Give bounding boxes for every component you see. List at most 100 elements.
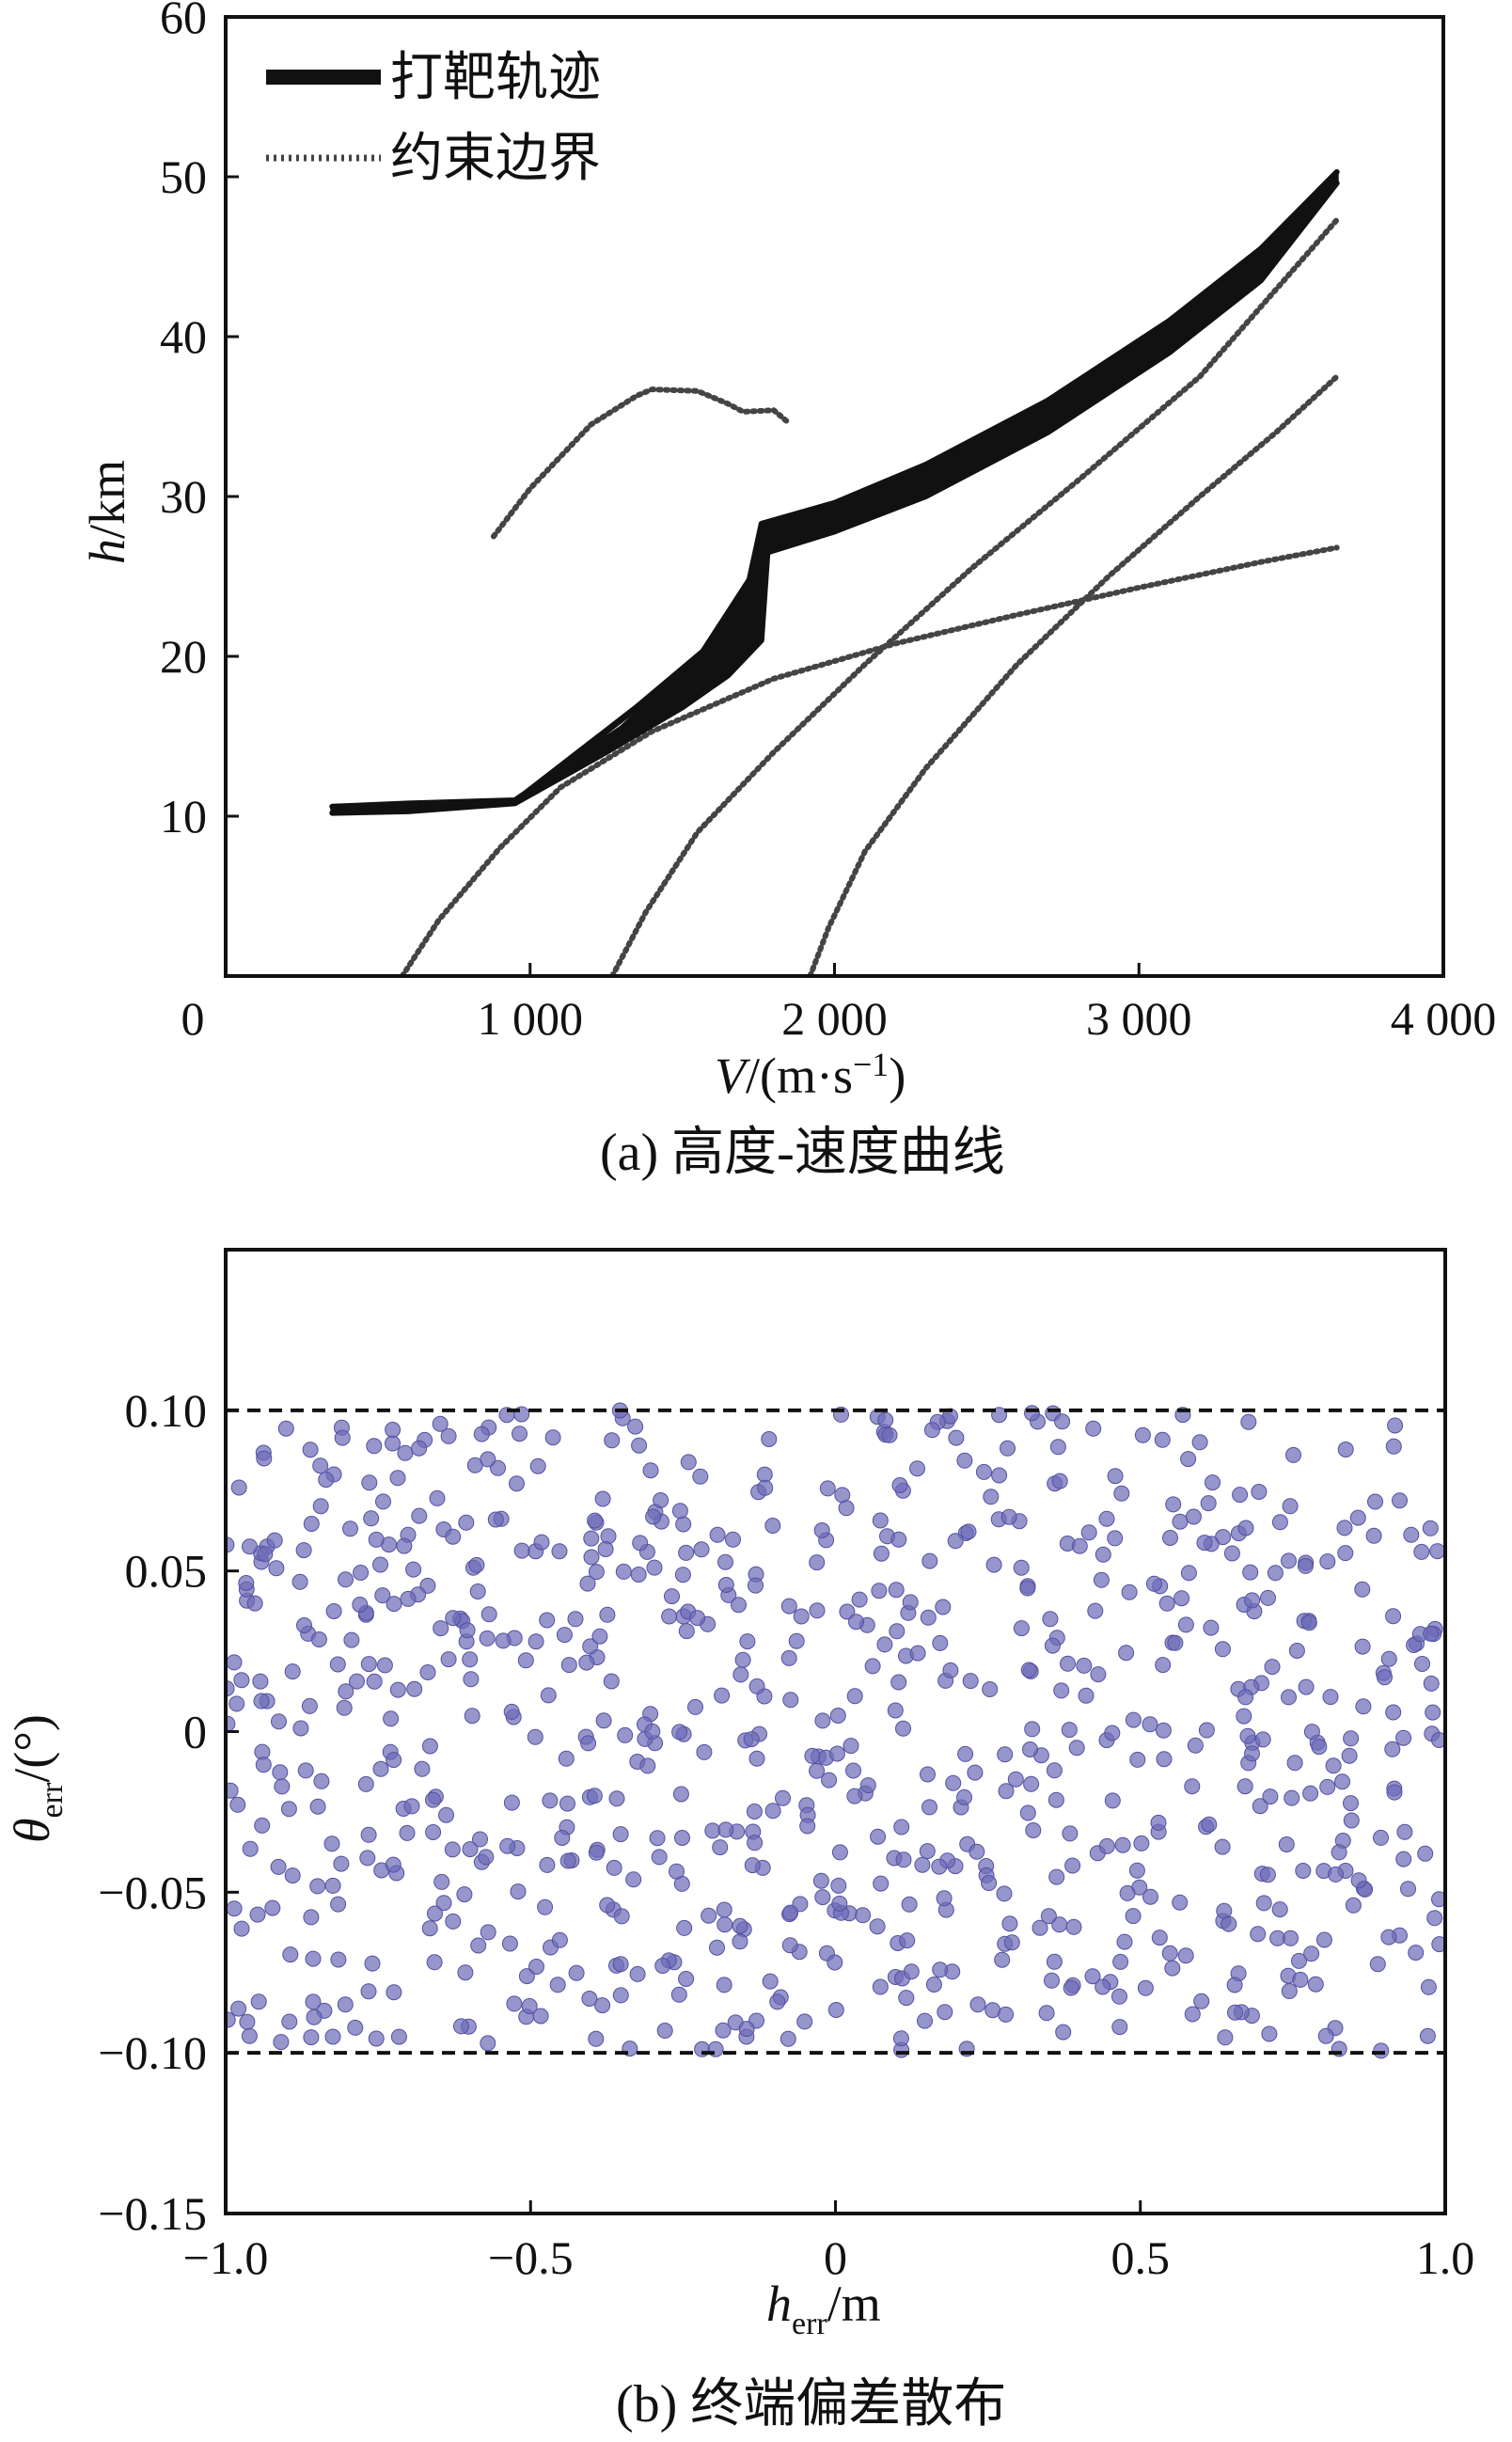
scatter-point: [588, 2030, 605, 2047]
scatter-point: [617, 1726, 634, 1743]
scatter-point: [923, 1422, 940, 1439]
scatter-point: [629, 1965, 646, 1982]
scatter-point: [255, 1757, 272, 1773]
scatter-point: [1278, 1836, 1295, 1852]
scatter-point: [301, 1697, 318, 1714]
scatter-point: [1114, 1836, 1131, 1853]
scatter-point: [559, 1795, 575, 1812]
scatter-point: [313, 1772, 330, 1789]
scatter-point: [935, 1599, 952, 1615]
scatter-point: [645, 1508, 662, 1525]
scatter-point: [1061, 1722, 1078, 1739]
y-tick-label: 40: [160, 310, 207, 363]
scatter-point: [846, 1788, 863, 1804]
scatter-point: [1221, 1915, 1237, 1932]
scatter-point: [1413, 1543, 1430, 1560]
scatter-point: [1226, 1977, 1243, 1993]
y-tick-label: 60: [160, 0, 207, 43]
scatter-point: [509, 1475, 525, 1492]
scatter-point: [748, 1577, 764, 1594]
scatter-point: [890, 1531, 907, 1548]
scatter-point: [1125, 1711, 1142, 1728]
scatter-point: [942, 1662, 959, 1678]
scatter-point: [521, 1998, 538, 2014]
scatter-point: [1285, 1446, 1301, 1463]
scatter-point: [615, 1563, 632, 1580]
scatter-point: [895, 1851, 912, 1868]
scatter-point: [292, 1720, 309, 1737]
scatter-point: [631, 1437, 648, 1454]
scatter-point: [1239, 1727, 1256, 1744]
scatter-point: [1369, 1956, 1386, 1973]
trajectory-lower-edge: [329, 180, 1340, 816]
scatter-point: [372, 1760, 389, 1777]
scatter-point: [528, 1959, 544, 1975]
scatter-point: [330, 1951, 347, 1968]
scatter-point: [386, 1596, 402, 1613]
scatter-point: [769, 1993, 786, 2010]
scatter-point: [873, 1545, 890, 1562]
scatter-point: [1244, 1592, 1261, 1609]
scatter-point: [982, 1681, 999, 1697]
scatter-point: [846, 1688, 863, 1705]
scatter-point: [1343, 1795, 1359, 1812]
scatter-point: [887, 1702, 904, 1719]
scatter-point: [1315, 1931, 1332, 1948]
scatter-point: [891, 1477, 908, 1493]
scatter-point: [368, 1531, 385, 1548]
scatter-point: [271, 1713, 287, 1730]
scatter-point: [1098, 1837, 1115, 1854]
scatter-point: [1111, 2019, 1128, 2036]
scatter-point: [544, 1429, 561, 1446]
scatter-point: [1205, 1474, 1221, 1491]
scatter-point: [1325, 1757, 1342, 1774]
scatter-point: [1236, 1778, 1253, 1795]
scatter-point: [1240, 1413, 1257, 1430]
scatter-point: [597, 1541, 614, 1557]
scatter-point: [881, 1426, 898, 1443]
scatter-point: [333, 1855, 350, 1872]
scatter-point: [664, 1588, 680, 1605]
scatter-point: [693, 1541, 710, 1558]
scatter-point: [1414, 1656, 1430, 1672]
scatter-point: [480, 2035, 496, 2052]
scatter-point: [975, 1463, 992, 1480]
scatter-point: [1112, 1953, 1129, 1970]
scatter-point: [472, 1831, 488, 1848]
scatter-point: [1191, 1434, 1208, 1451]
scatter-point: [1392, 1492, 1408, 1509]
scatter-point: [559, 1852, 576, 1869]
scatter-point: [385, 1856, 402, 1873]
scatter-point: [814, 1889, 831, 1906]
scatter-point: [414, 1760, 431, 1777]
y-tick-label: 10: [160, 790, 207, 843]
trajectory-branch-1: [512, 533, 770, 806]
scatter-point: [936, 1890, 953, 1907]
scatter-point: [1303, 1724, 1320, 1741]
scatter-point: [793, 1608, 810, 1625]
scatter-point: [284, 1867, 301, 1884]
scatter-point: [678, 1623, 695, 1640]
scatter-point: [343, 1631, 360, 1648]
scatter-point: [1161, 1945, 1178, 1961]
scatter-point: [433, 1873, 450, 1890]
scatter-point: [1076, 1657, 1093, 1674]
panel-a-x-axis-title: V/(m·s−1): [715, 1046, 906, 1104]
scatter-point: [1251, 1484, 1268, 1500]
scatter-point: [732, 1917, 748, 1934]
scatter-point: [587, 1512, 604, 1529]
scatter-point: [1214, 1838, 1231, 1855]
scatter-point: [962, 1673, 979, 1690]
scatter-point: [406, 1680, 423, 1697]
scatter-point: [1292, 1971, 1309, 1988]
scatter-point: [1426, 1910, 1443, 1927]
scatter-point: [748, 1750, 765, 1767]
scatter-point: [433, 1620, 449, 1637]
scatter-point: [1403, 1526, 1420, 1543]
scatter-point: [1046, 1762, 1063, 1779]
scatter-point: [242, 1840, 259, 1857]
scatter-point: [580, 1735, 597, 1752]
scatter-point: [743, 1731, 760, 1748]
scatter-point: [689, 1610, 706, 1627]
scatter-point: [444, 1841, 461, 1858]
